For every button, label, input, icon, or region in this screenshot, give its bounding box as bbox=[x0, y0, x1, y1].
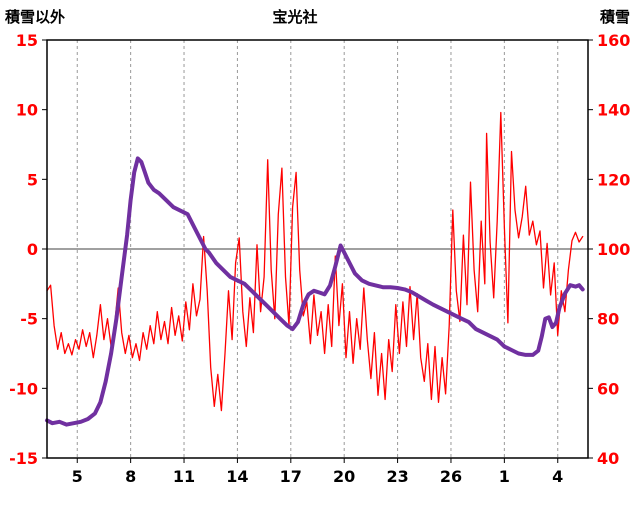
series-layer bbox=[45, 111, 585, 427]
right-axis-tick-label: 160 bbox=[597, 31, 630, 50]
x-axis-tick-label: 17 bbox=[280, 467, 302, 486]
right-axis-tick-label: 40 bbox=[597, 449, 619, 468]
x-axis-tick-label: 11 bbox=[173, 467, 195, 486]
series-snow-depth-line bbox=[45, 156, 585, 427]
right-axis-title: 積雪 bbox=[599, 8, 630, 26]
left-axis-tick-label: -10 bbox=[9, 379, 38, 398]
x-axis-tick-label: 14 bbox=[226, 467, 248, 486]
grid-layer bbox=[47, 40, 588, 458]
left-axis-tick-label: 15 bbox=[16, 31, 38, 50]
x-axis-tick-label: 1 bbox=[499, 467, 510, 486]
right-axis-tick-label: 60 bbox=[597, 379, 619, 398]
left-axis-tick-label: -5 bbox=[20, 310, 38, 329]
x-axis-tick-label: 4 bbox=[552, 467, 563, 486]
x-axis-tick-label: 20 bbox=[333, 467, 355, 486]
chart-title: 宝光社 bbox=[272, 8, 317, 26]
left-axis-tick-label: -15 bbox=[9, 449, 38, 468]
left-axis-tick-label: 10 bbox=[16, 101, 38, 120]
right-axis-tick-label: 140 bbox=[597, 101, 630, 120]
x-axis-tick-label: 23 bbox=[386, 467, 408, 486]
right-axis-tick-label: 80 bbox=[597, 310, 619, 329]
x-axis-tick-label: 26 bbox=[440, 467, 462, 486]
x-axis-tick-label: 5 bbox=[72, 467, 83, 486]
right-axis-tick-label: 120 bbox=[597, 170, 630, 189]
right-axis-tick-label: 100 bbox=[597, 240, 630, 259]
left-axis-tick-label: 0 bbox=[27, 240, 38, 259]
left-axis-tick-label: 5 bbox=[27, 170, 38, 189]
series-temperature-line bbox=[46, 111, 584, 412]
left-axis-title: 積雪以外 bbox=[4, 8, 65, 26]
x-axis-tick-label: 8 bbox=[125, 467, 136, 486]
